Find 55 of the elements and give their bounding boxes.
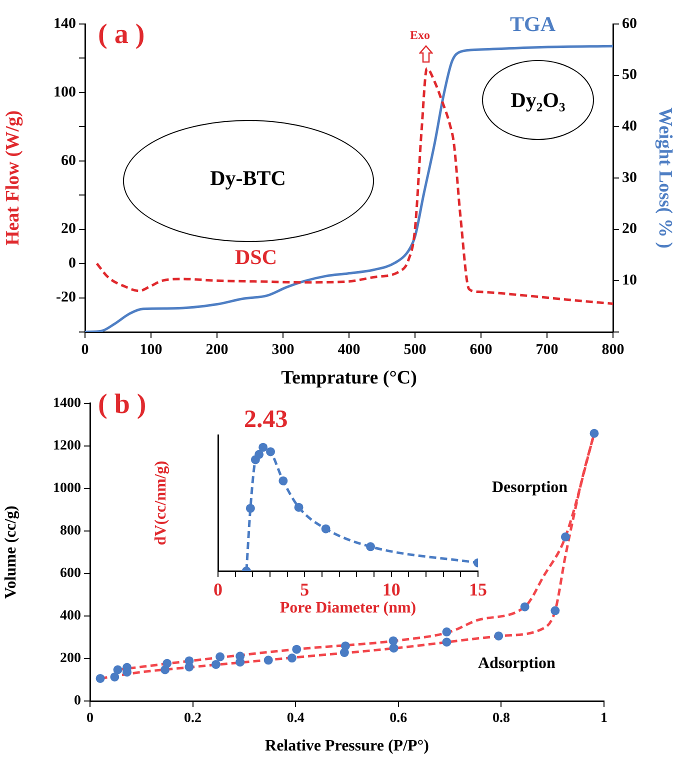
x-tick-label: 800 (602, 342, 624, 358)
y2-tick-label: 50 (622, 67, 637, 84)
y-axis-title: dV(cc/nm/g) (152, 460, 170, 546)
x-tick-label: 0.4 (286, 711, 304, 726)
x-tick-label: 0.6 (390, 711, 408, 726)
y2-axis-title: Weight Loss( % ) (654, 108, 676, 248)
y2-tick-label: 30 (622, 170, 637, 186)
series-label: DSC (235, 245, 278, 270)
y2-tick-label: 10 (622, 272, 637, 289)
y-tick-label: -20 (56, 290, 76, 306)
x-axis-title: Pore Diameter (nm) (280, 600, 416, 617)
series-label: TGA (510, 12, 556, 38)
annotation: Adsorption (478, 654, 556, 674)
x-tick-label: 5 (300, 579, 310, 600)
x-tick-label: 700 (536, 342, 558, 358)
x-tick-label: 200 (206, 342, 228, 358)
annotation: ( a ) (98, 18, 145, 52)
y-tick-label: 600 (60, 566, 81, 582)
y-tick-label: 1400 (53, 396, 81, 412)
y-tick-label: 800 (60, 524, 81, 539)
x-tick-label: 400 (338, 342, 360, 358)
y-axis-title: Heat Flow (W/g) (2, 110, 24, 246)
x-tick-label: 0 (214, 579, 222, 600)
y-tick-label: 1000 (53, 481, 81, 496)
y-tick-label: 100 (54, 84, 76, 100)
x-tick-label: 10 (382, 579, 400, 600)
annotation: Desorption (492, 478, 568, 498)
annotation: 2.43 (244, 405, 288, 435)
y-tick-label: 0 (74, 694, 81, 709)
y2-tick-label: 60 (622, 16, 637, 32)
y-tick-label: 0 (68, 255, 76, 272)
y-tick-label: 1200 (53, 438, 81, 454)
y-axis-title: Volume (cc/g) (2, 506, 20, 599)
x-tick-label: 1 (600, 711, 608, 726)
annotation: Dy-BTC (210, 166, 286, 192)
y-tick-label: 60 (61, 152, 76, 169)
annotation: Dy₂O₃ (510, 88, 566, 114)
x-tick-label: 100 (140, 342, 162, 358)
annotation: ( b ) (98, 388, 146, 422)
annotation: Exo (410, 28, 430, 42)
x-tick-label: 15 (469, 579, 487, 600)
y-tick-label: 200 (60, 651, 81, 666)
y-tick-label: 20 (61, 221, 76, 238)
y2-tick-label: 20 (622, 221, 637, 238)
x-axis-title: Temprature (°C) (281, 368, 417, 389)
x-tick-label: 300 (272, 342, 294, 358)
x-tick-label: 0.8 (492, 711, 510, 726)
x-tick-label: 0.2 (184, 711, 202, 726)
y-tick-label: 140 (54, 16, 76, 32)
x-tick-label: 500 (404, 342, 426, 358)
y2-tick-label: 40 (622, 118, 637, 135)
x-tick-label: 600 (470, 342, 492, 358)
x-tick-label: 0 (86, 711, 94, 726)
x-axis-title: Relative Pressure (P/P°) (265, 738, 429, 755)
y-tick-label: 400 (60, 608, 81, 624)
